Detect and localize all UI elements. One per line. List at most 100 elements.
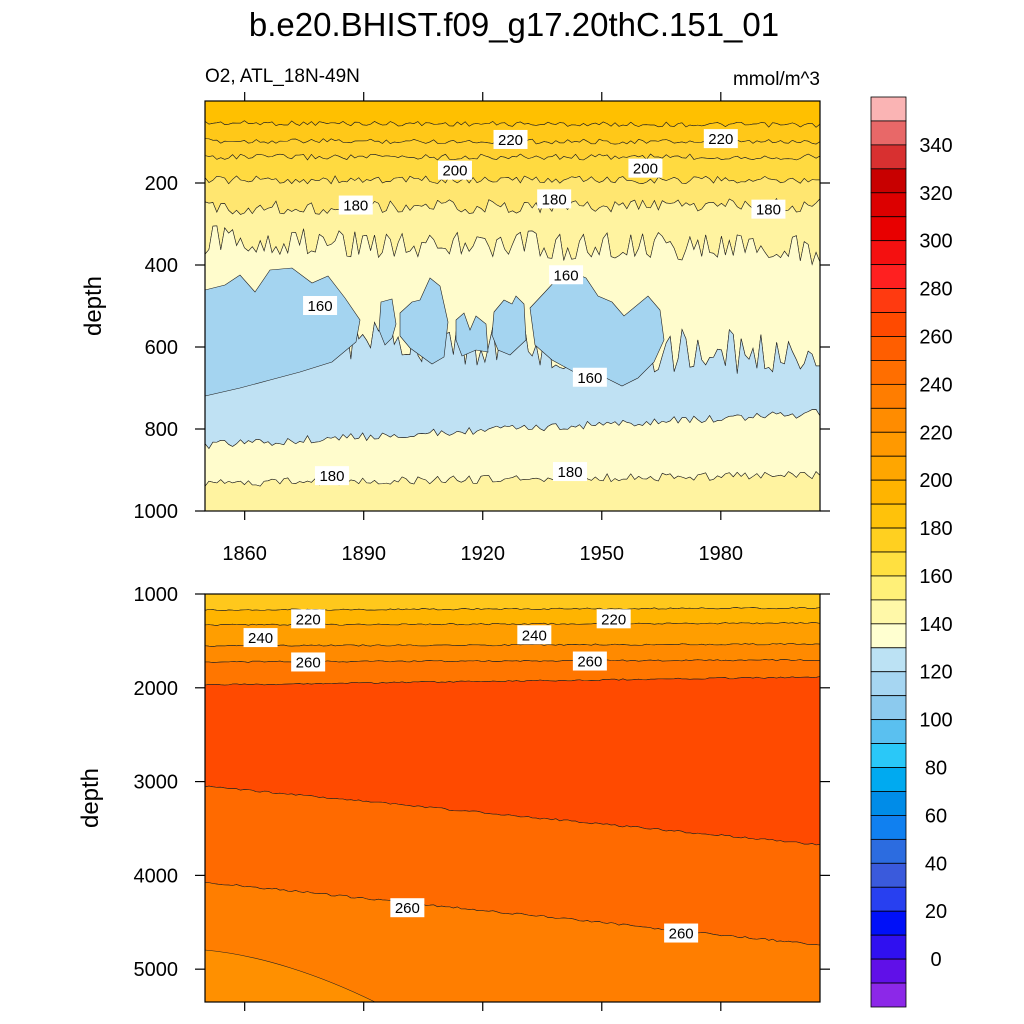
contour-label: 240: [517, 625, 552, 645]
y-tick-label: 1000: [134, 584, 179, 606]
colorbar-swatch: [870, 623, 907, 649]
bottom-panel: 220 220 240 240 260 260 260 260 1000 2000 3000 400…: [77, 584, 830, 1011]
colorbar-swatch: [870, 599, 907, 625]
contour-label-text: 220: [601, 611, 626, 628]
colorbar-swatch: [870, 910, 907, 936]
y-tick-label: 1000: [134, 501, 179, 523]
colorbar-swatch: [870, 192, 907, 218]
top-plot-frame: [204, 100, 821, 512]
contour-label-text: 220: [498, 132, 523, 149]
colorbar-swatch: [870, 336, 907, 361]
colorbar-swatch: [870, 838, 907, 864]
y-tick-label: 600: [145, 337, 178, 359]
contour-label: 260: [664, 923, 699, 943]
contour-label-text: 160: [554, 267, 579, 284]
colorbar-swatch: [870, 527, 907, 553]
colorbar-swatch: [870, 767, 907, 792]
colorbar-label: 200: [919, 470, 952, 492]
colorbar-label: 300: [919, 231, 952, 253]
colorbar-swatch: [870, 240, 907, 266]
y-tick-label: 4000: [134, 865, 179, 887]
contour-label: 180: [537, 189, 572, 209]
colorbar-swatch: [870, 479, 907, 505]
colorbar-label: 0: [930, 949, 941, 971]
contour-label: 180: [553, 462, 588, 482]
top-contour-fills: [204, 100, 821, 512]
top-subtitle-left: O2, ATL_18N-49N: [205, 66, 360, 87]
colorbar-swatch: [870, 862, 907, 888]
contour-label-text: 200: [442, 163, 467, 180]
colorbar-swatch: [870, 743, 907, 768]
contour-label: 180: [751, 199, 786, 219]
colorbar-swatch: [870, 144, 907, 170]
top-subtitle-right: mmol/m^3: [733, 69, 820, 90]
colorbar-label: 320: [919, 183, 952, 205]
top-panel: O2, ATL_18N-49N mmol/m^3 220 220 200 200 180…: [80, 66, 830, 565]
contour-label: 160: [549, 265, 584, 285]
colorbar-swatch: [870, 815, 907, 840]
colorbar-label: 220: [919, 422, 952, 444]
contour-label-text: 200: [633, 161, 658, 178]
y-tick-label: 3000: [134, 772, 179, 794]
contour-label-text: 160: [308, 298, 333, 315]
x-tick-label: 1860: [222, 543, 267, 565]
contour-label: 160: [303, 296, 338, 315]
colorbar-swatch: [870, 383, 907, 409]
y-tick-label: 800: [145, 419, 178, 441]
contour-label: 200: [437, 160, 472, 180]
top-contour-labels: 220 220 200 200 180 180 180 160 160 160 180 180: [303, 129, 786, 486]
bottom-ylabel: depth: [77, 768, 104, 828]
bottom-contour-labels: 220 220 240 240 260 260 260 260: [243, 609, 699, 943]
contour-label: 220: [596, 609, 631, 629]
colorbar-swatch: [870, 934, 907, 960]
contour-label: 220: [493, 129, 528, 149]
colorbar-label: 100: [919, 710, 952, 732]
colorbar-swatch: [870, 168, 907, 194]
top-low-o2-region-1: [378, 298, 397, 346]
colorbar-label: 40: [925, 853, 947, 875]
colorbar-swatch: [870, 791, 907, 816]
top-low-o2-region-2: [399, 277, 449, 365]
contour-label-text: 240: [248, 630, 273, 647]
contour-label: 180: [338, 195, 373, 215]
colorbar-swatch: [870, 312, 907, 337]
colorbar-label: 80: [925, 758, 947, 780]
colorbar-label: 260: [919, 326, 952, 348]
colorbar-label: 120: [919, 662, 952, 684]
top-low-o2-region-4: [491, 295, 527, 356]
contour-label: 260: [572, 651, 607, 671]
top-axis-ticks: 1860 1890 1920 1950 1980 200 400 600 800 1000: [134, 92, 830, 565]
colorbar-swatch: [870, 551, 907, 577]
x-tick-label: 1890: [341, 543, 386, 565]
contour-label: 260: [291, 652, 326, 672]
contour-label-text: 180: [343, 198, 368, 215]
contour-label-text: 260: [669, 926, 694, 943]
contour-label-text: 180: [756, 202, 781, 219]
colorbar-swatch: [870, 455, 907, 481]
bottom-plot-frame: [204, 593, 821, 1003]
colorbar-swatch: [870, 575, 907, 601]
contour-label-text: 180: [558, 464, 583, 481]
colorbar-swatch: [870, 407, 907, 433]
contour-label: 200: [628, 158, 663, 178]
contour-label-text: 180: [319, 468, 344, 485]
colorbar-swatch: [870, 120, 907, 146]
colorbar-swatch: [870, 216, 907, 242]
colorbar-swatch: [870, 288, 907, 313]
contour-label: 160: [572, 367, 607, 387]
x-tick-label: 1950: [580, 543, 625, 565]
colorbar: 3403203002802602402202001801601401201008…: [870, 96, 953, 1008]
contour-label: 260: [390, 898, 425, 918]
colorbar-label: 280: [919, 279, 952, 301]
contour-label-text: 180: [542, 191, 567, 208]
contour-label-text: 260: [395, 900, 420, 917]
top-ylabel: depth: [80, 276, 107, 336]
colorbar-swatch: [870, 671, 907, 697]
bottom-band-0: [204, 593, 821, 611]
colorbar-swatch: [870, 96, 907, 122]
figure-title: b.e20.BHIST.f09_g17.20thC.151_01: [249, 6, 779, 43]
colorbar-swatch: [870, 886, 907, 912]
colorbar-label: 140: [919, 614, 952, 636]
colorbar-label: 20: [925, 901, 947, 923]
